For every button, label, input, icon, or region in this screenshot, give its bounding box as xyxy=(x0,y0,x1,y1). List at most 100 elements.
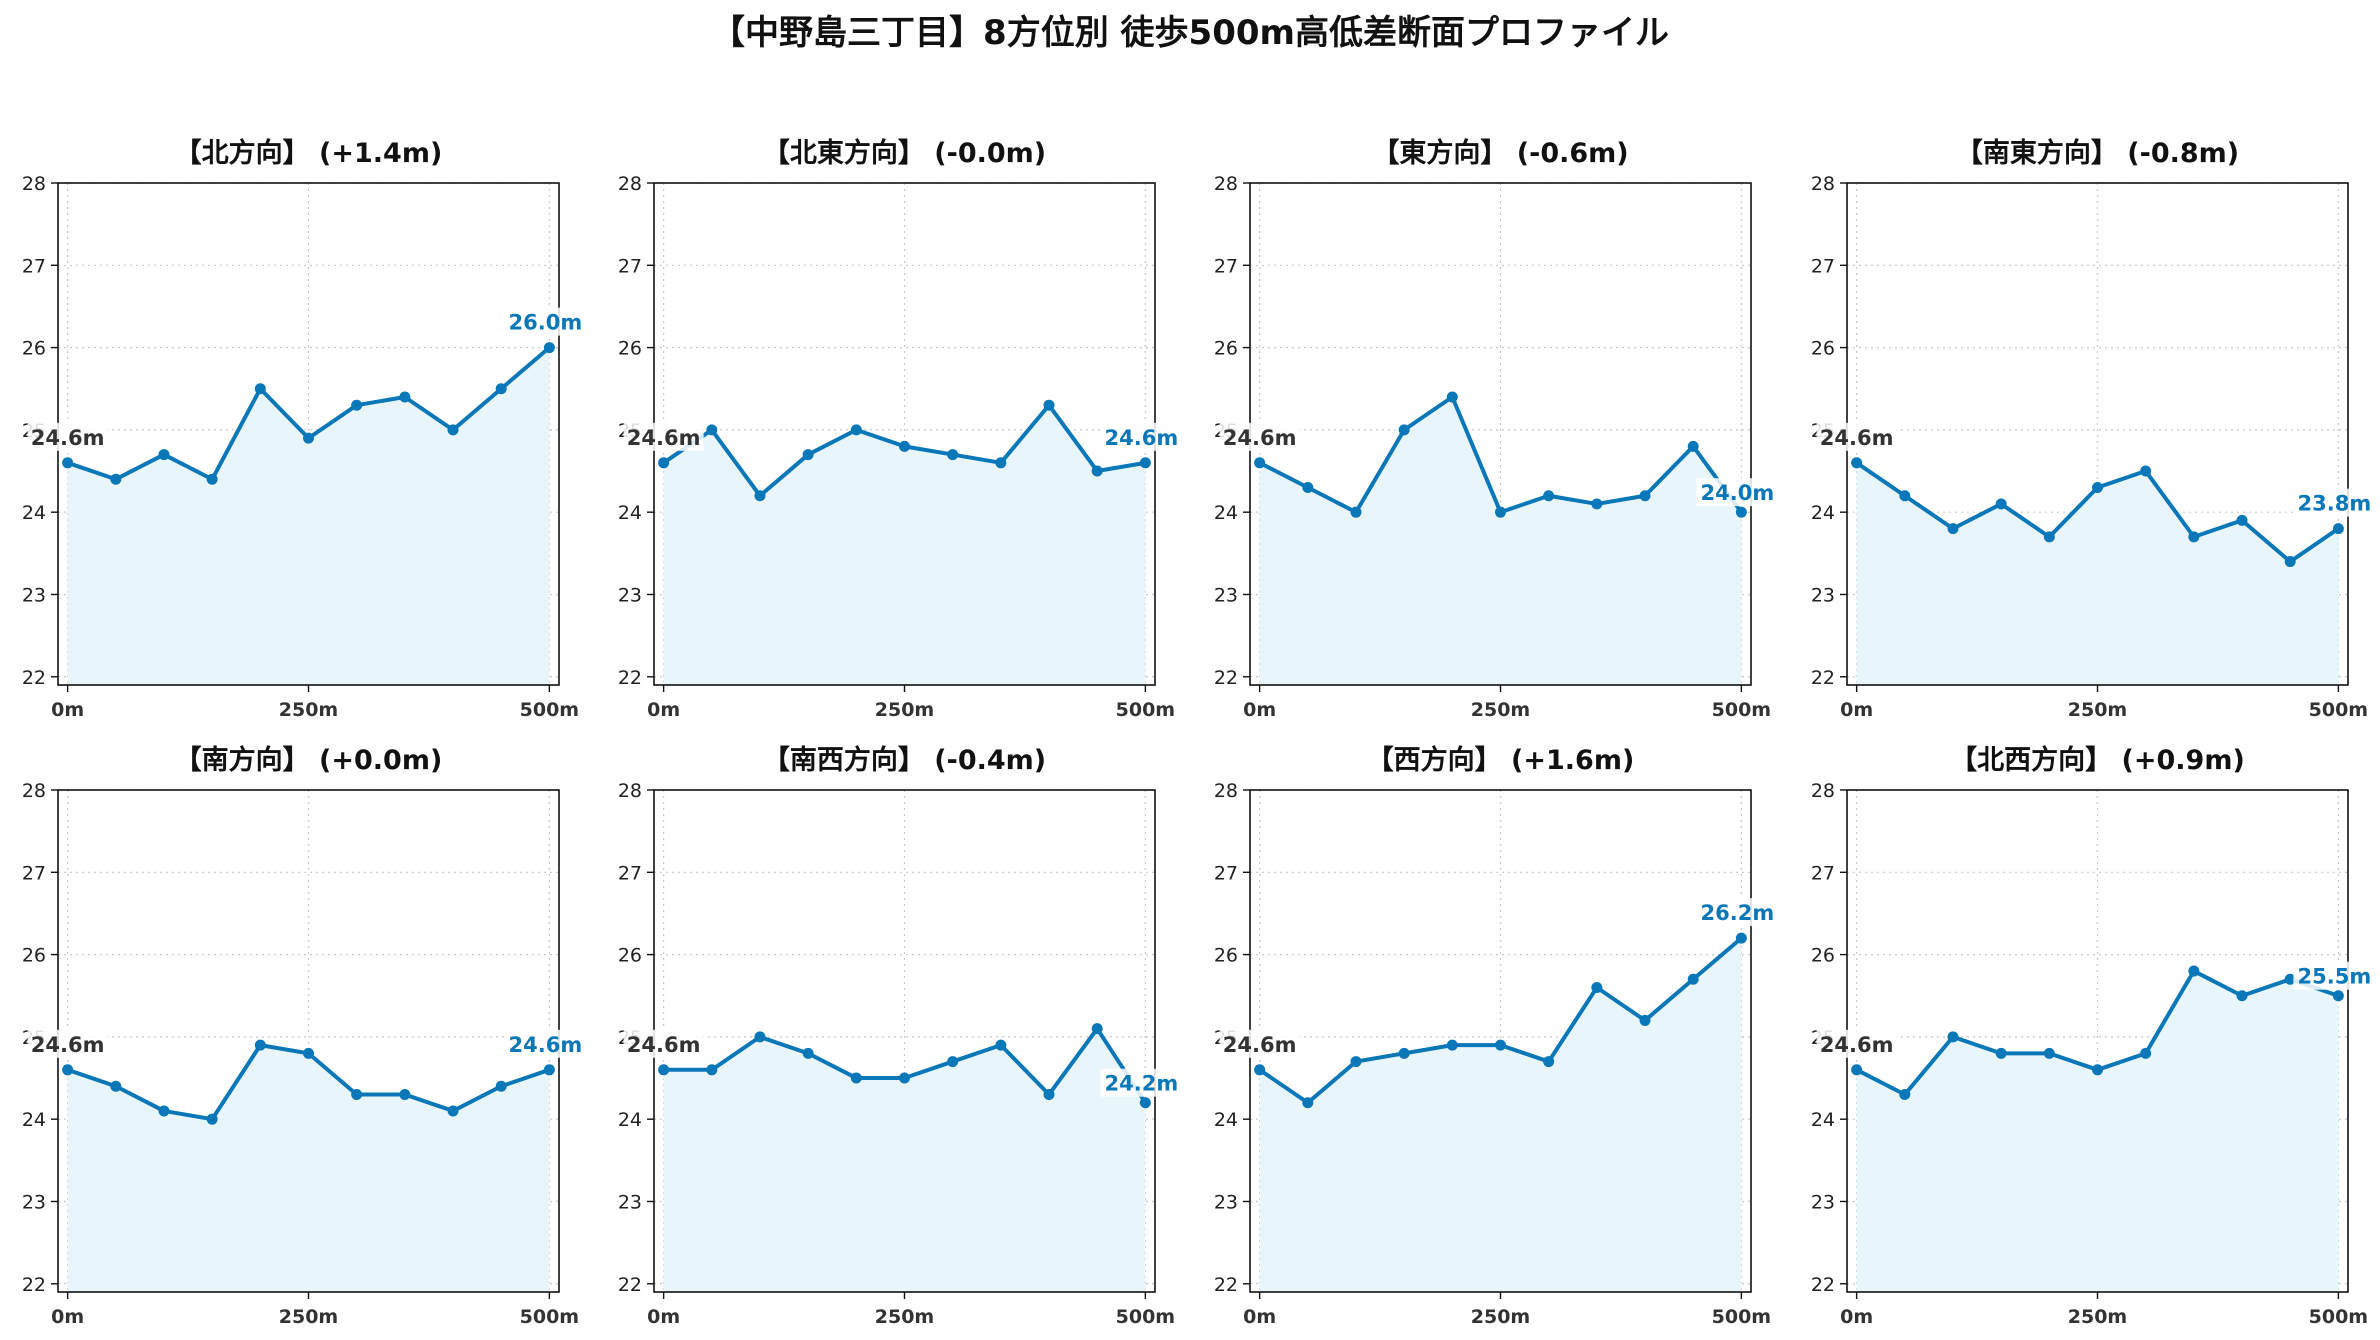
end-label-box xyxy=(1696,478,1787,507)
data-point xyxy=(62,1064,74,1076)
data-point xyxy=(2140,465,2152,477)
y-tick-label: 24 xyxy=(22,502,46,524)
data-point xyxy=(2092,1064,2103,1076)
data-point xyxy=(1139,457,1151,469)
data-point xyxy=(1543,1056,1555,1068)
area-fill xyxy=(1856,971,2339,1292)
area-fill xyxy=(1259,396,1742,685)
x-tick-label: 0m xyxy=(647,1306,680,1328)
start-label: 24.6m xyxy=(627,1033,701,1057)
start-label-box xyxy=(27,422,108,451)
panel-title: 【南東方向】 (-0.8m) xyxy=(1956,137,2239,169)
y-tick-label: 27 xyxy=(1811,255,1835,277)
data-point xyxy=(447,424,459,436)
data-point xyxy=(2284,556,2296,568)
x-tick-label: 0m xyxy=(1243,1306,1276,1328)
y-tick-label: 22 xyxy=(22,667,46,689)
data-point xyxy=(1350,506,1362,518)
panel-title: 【北方向】 (+1.4m) xyxy=(175,137,443,169)
x-tick-label: 250m xyxy=(875,699,934,721)
data-point xyxy=(1091,1023,1103,1035)
data-point xyxy=(495,383,507,395)
end-label: 24.0m xyxy=(1701,481,1775,505)
x-tick-label: 500m xyxy=(2309,699,2368,721)
data-point xyxy=(802,449,814,461)
x-tick-label: 0m xyxy=(647,699,680,721)
panel-7: 【北西方向】 (+0.9m)222324252627280m250m500m24… xyxy=(1811,744,2380,1328)
data-point xyxy=(1043,1088,1055,1100)
data-point xyxy=(1398,1047,1410,1059)
data-point xyxy=(1254,1064,1266,1076)
data-point xyxy=(1043,399,1055,411)
data-point xyxy=(254,383,266,395)
data-point xyxy=(947,1056,959,1068)
y-tick-label: 24 xyxy=(1214,502,1238,524)
data-point xyxy=(1851,457,1863,469)
start-label: 24.6m xyxy=(1223,426,1297,450)
y-tick-label: 24 xyxy=(1811,1109,1835,1131)
data-point xyxy=(1591,982,1603,994)
data-point xyxy=(2043,531,2055,543)
end-label: 24.6m xyxy=(1105,426,1179,450)
data-point xyxy=(706,424,718,436)
y-tick-label: 27 xyxy=(618,862,642,884)
data-point xyxy=(399,391,411,403)
y-tick-label: 23 xyxy=(1811,1191,1835,1213)
data-point xyxy=(947,449,959,461)
data-point xyxy=(110,473,122,485)
y-tick-label: 23 xyxy=(1214,584,1238,606)
start-label: 24.6m xyxy=(31,1033,105,1057)
data-point xyxy=(1947,523,1959,535)
y-tick-label: 22 xyxy=(1214,1274,1238,1296)
start-label-box xyxy=(27,1029,108,1058)
data-point xyxy=(802,1047,814,1059)
data-point xyxy=(1687,973,1699,985)
y-tick-label: 27 xyxy=(618,255,642,277)
start-label: 24.6m xyxy=(627,426,701,450)
y-tick-label: 27 xyxy=(1214,255,1238,277)
data-point xyxy=(1735,932,1747,944)
start-label-box xyxy=(1219,422,1300,451)
y-tick-label: 27 xyxy=(22,255,46,277)
panel-title: 【南西方向】 (-0.4m) xyxy=(763,744,1046,776)
data-point xyxy=(1302,481,1314,493)
data-point xyxy=(658,457,670,469)
y-tick-label: 26 xyxy=(22,945,46,967)
end-label: 26.2m xyxy=(1701,901,1775,925)
y-tick-label: 28 xyxy=(618,780,642,802)
y-tick-label: 26 xyxy=(618,338,642,360)
x-tick-label: 500m xyxy=(520,699,579,721)
end-label: 26.0m xyxy=(509,311,583,335)
data-point xyxy=(206,473,218,485)
end-label-box xyxy=(1696,898,1787,927)
data-point xyxy=(1899,1088,1911,1100)
x-tick-label: 500m xyxy=(1712,699,1771,721)
y-tick-label: 24 xyxy=(1811,502,1835,524)
data-point xyxy=(1899,490,1911,502)
data-point xyxy=(1139,1097,1151,1109)
y-tick-label: 26 xyxy=(22,338,46,360)
end-label-box xyxy=(1100,422,1191,451)
area-fill xyxy=(663,405,1146,685)
data-point xyxy=(1446,391,1458,403)
figure-title: 【中野島三丁目】8方位別 徒歩500m高低差断面プロファイル xyxy=(711,13,1669,53)
data-point xyxy=(1495,506,1506,518)
data-point xyxy=(850,1072,862,1084)
x-tick-label: 0m xyxy=(51,699,84,721)
panel-4: 【南方向】 (+0.0m)222324252627280m250m500m24.… xyxy=(22,744,595,1328)
y-tick-label: 24 xyxy=(618,502,642,524)
panel-2: 【東方向】 (-0.6m)222324252627280m250m500m24.… xyxy=(1214,137,1787,721)
x-tick-label: 250m xyxy=(1471,699,1530,721)
x-tick-label: 500m xyxy=(520,1306,579,1328)
area-fill xyxy=(1856,462,2339,685)
y-tick-label: 26 xyxy=(1214,945,1238,967)
y-tick-label: 26 xyxy=(618,945,642,967)
y-tick-label: 24 xyxy=(618,1109,642,1131)
panel-title: 【東方向】 (-0.6m) xyxy=(1372,137,1628,169)
y-tick-label: 23 xyxy=(1811,584,1835,606)
y-tick-label: 28 xyxy=(1214,780,1238,802)
y-tick-label: 27 xyxy=(1811,862,1835,884)
data-point xyxy=(351,1088,363,1100)
y-tick-label: 26 xyxy=(1811,945,1835,967)
